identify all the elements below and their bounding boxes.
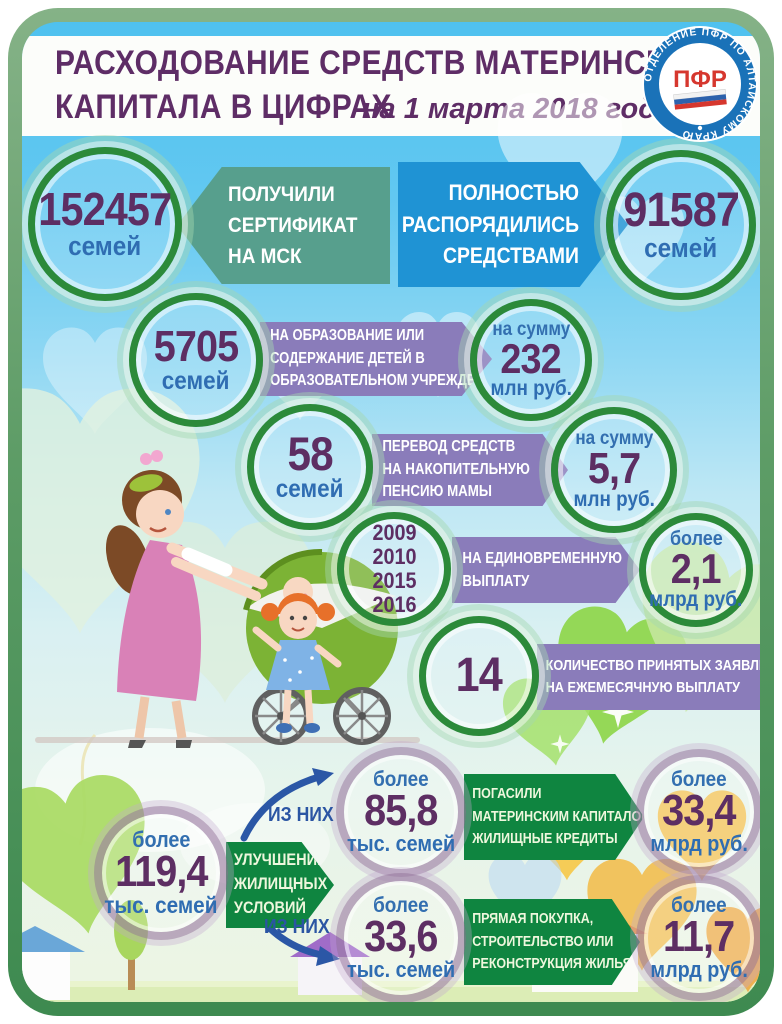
from-them-bottom-label: ИЗ НИХ	[264, 916, 330, 938]
purchase-label-line: РЕКОНСТРУКЦИЯ ЖИЛЬЯ	[472, 955, 632, 973]
disposed-label-line: ПОЛНОСТЬЮ	[448, 179, 579, 205]
pension-amount-unit: млн руб.	[573, 488, 655, 512]
purchase-amount-prefix: более	[671, 894, 727, 918]
disposed-value: 91587	[623, 184, 740, 238]
from-them-top-label: ИЗ НИХ	[268, 804, 334, 826]
credits-amount-circle: более 33,4 млрд руб.	[636, 749, 760, 875]
purchase-label-line: СТРОИТЕЛЬСТВО ИЛИ	[472, 932, 614, 950]
credits-amount-unit: млрд руб.	[650, 830, 748, 856]
education-label-line: ОБРАЗОВАТЕЛЬНОМ УЧРЕЖДЕНИИ	[270, 372, 504, 390]
lumpsum-amount-unit: млрд руб.	[649, 587, 743, 611]
housing-total-value: 119,4	[114, 847, 208, 897]
lumpsum-year: 2015	[371, 568, 417, 593]
monthly-applications-value: 14	[455, 649, 503, 703]
credits-families-circle: более 85,8 тыс. семей	[336, 747, 466, 877]
education-amount-circle: на сумму 232 млн руб.	[470, 299, 592, 421]
lumpsum-amount-prefix: более	[669, 528, 723, 551]
disposed-label-line: РАСПОРЯДИЛИСЬ	[401, 211, 579, 237]
pension-amount-value: 5,7	[587, 443, 641, 493]
pension-families-unit: семей	[276, 475, 344, 504]
housing-label-line: ЖИЛИЩНЫХ	[233, 875, 328, 894]
lumpsum-amount-circle: более 2,1 млрд руб.	[639, 513, 753, 627]
purchase-arrow: ПРЯМАЯ ПОКУПКА, СТРОИТЕЛЬСТВО ИЛИ РЕКОНС…	[464, 899, 640, 985]
lumpsum-amount-value: 2,1	[671, 545, 722, 593]
education-families-circle: 5705 семей	[129, 293, 263, 427]
monthly-applications-label: КОЛИЧЕСТВО ПРИНЯТЫХ ЗАЯВЛЕНИЙ НА ЕЖЕМЕСЯ…	[537, 644, 760, 710]
education-families-unit: семей	[162, 366, 230, 395]
purchase-amount-value: 11,7	[663, 912, 735, 962]
housing-total-circle: более 119,4 тыс. семей	[94, 806, 228, 940]
families-certificates-circle: 152457 семей	[28, 147, 182, 301]
lumpsum-arrow: НА ЕДИНОВРЕМЕННУЮ ВЫПЛАТУ	[452, 537, 640, 603]
housing-total-unit: тыс. семей	[104, 891, 218, 918]
education-families-value: 5705	[153, 321, 239, 371]
credits-label-line: ЖИЛИЩНЫЕ КРЕДИТЫ	[472, 830, 618, 848]
lumpsum-label-line: ВЫПЛАТУ	[462, 573, 530, 590]
purchase-families-circle: более 33,6 тыс. семей	[336, 873, 466, 1002]
disposed-label-line: СРЕДСТВАМИ	[442, 243, 579, 269]
lumpsum-year: 2010	[371, 543, 417, 569]
pension-amount-circle: на сумму 5,7 млн руб.	[551, 407, 677, 533]
education-label-line: НА ОБРАЗОВАНИЕ ИЛИ	[270, 326, 425, 344]
credits-label-line: МАТЕРИНСКИМ КАПИТАЛОМ	[472, 807, 652, 825]
credits-label-line: ПОГАСИЛИ	[472, 784, 542, 802]
housing-label-line: УСЛОВИЙ	[233, 898, 306, 917]
education-amount-unit: млн руб.	[490, 377, 572, 401]
credits-families-prefix: более	[373, 768, 429, 792]
pension-label-line: ПЕНСИЮ МАМЫ	[382, 483, 492, 501]
credits-arrow: ПОГАСИЛИ МАТЕРИНСКИМ КАПИТАЛОМ ЖИЛИЩНЫЕ …	[464, 774, 644, 860]
certificates-arrow: ПОЛУЧИЛИ СЕРТИФИКАТ НА МСК	[177, 167, 390, 284]
purchase-families-value: 33,6	[364, 912, 438, 962]
pfr-logo: ОТДЕЛЕНИЕ ПФР ПО АЛТАЙСКОМУ КРАЮ ПФР	[642, 26, 758, 142]
lumpsum-years-circle: 2009 2010 2015 2016	[337, 512, 451, 626]
monthly-applications-circle: 14	[419, 616, 539, 736]
lumpsum-label-line: НА ЕДИНОВРЕМЕННУЮ	[462, 549, 622, 567]
purchase-families-prefix: более	[373, 894, 429, 918]
education-amount-value: 232	[500, 334, 562, 382]
pension-families-value: 58	[287, 426, 333, 480]
families-disposed-circle: 91587 семей	[606, 150, 756, 300]
certificates-label-line: СЕРТИФИКАТ	[228, 212, 358, 237]
header-band	[22, 36, 760, 136]
pension-amount-prefix: на сумму	[575, 427, 653, 449]
disposed-unit: семей	[644, 232, 718, 263]
logo-flag-ribbon	[673, 89, 727, 110]
purchase-label-line: ПРЯМАЯ ПОКУПКА,	[472, 909, 594, 927]
credits-families-value: 85,8	[364, 786, 438, 836]
monthly-label-line: НА ЕЖЕМЕСЯЧНУЮ ВЫПЛАТУ	[545, 680, 741, 696]
logo-emblem-text: ПФР	[673, 66, 727, 93]
certificates-unit: семей	[68, 230, 142, 261]
poster-title-line1: РАСХОДОВАНИЕ СРЕДСТВ МАТЕРИНСКОГО	[55, 44, 730, 82]
lumpsum-year: 2016	[371, 592, 417, 618]
purchase-amount-unit: млрд руб.	[650, 956, 748, 982]
certificates-label-line: ПОЛУЧИЛИ	[228, 181, 335, 206]
lumpsum-year: 2009	[371, 519, 417, 545]
pension-label-line: ПЕРЕВОД СРЕДСТВ	[382, 437, 516, 455]
education-label-line: СОДЕРЖАНИЕ ДЕТЕЙ В	[270, 349, 425, 367]
credits-amount-prefix: более	[671, 768, 727, 792]
housing-total-prefix: более	[131, 827, 191, 853]
pension-arrow: ПЕРЕВОД СРЕДСТВ НА НАКОПИТЕЛЬНУЮ ПЕНСИЮ …	[372, 434, 568, 506]
pension-families-circle: 58 семей	[247, 404, 373, 530]
poster-title-line2: КАПИТАЛА В ЦИФРАХ	[55, 88, 392, 126]
credits-families-unit: тыс. семей	[346, 830, 456, 856]
education-arrow: НА ОБРАЗОВАНИЕ ИЛИ СОДЕРЖАНИЕ ДЕТЕЙ В ОБ…	[260, 322, 492, 396]
pension-label-line: НА НАКОПИТЕЛЬНУЮ	[382, 460, 530, 478]
credits-amount-value: 33,4	[662, 786, 736, 836]
purchase-families-unit: тыс. семей	[346, 956, 456, 982]
housing-label-line: УЛУЧШЕНИЕ	[233, 851, 327, 870]
monthly-label-line: КОЛИЧЕСТВО ПРИНЯТЫХ ЗАЯВЛЕНИЙ	[545, 657, 782, 674]
certificates-value: 152457	[38, 182, 173, 235]
purchase-amount-circle: более 11,7 млрд руб.	[636, 875, 760, 1001]
disposed-arrow: ПОЛНОСТЬЮ РАСПОРЯДИЛИСЬ СРЕДСТВАМИ	[398, 162, 628, 287]
education-amount-prefix: на сумму	[492, 318, 570, 340]
certificates-label-line: НА МСК	[228, 244, 302, 269]
